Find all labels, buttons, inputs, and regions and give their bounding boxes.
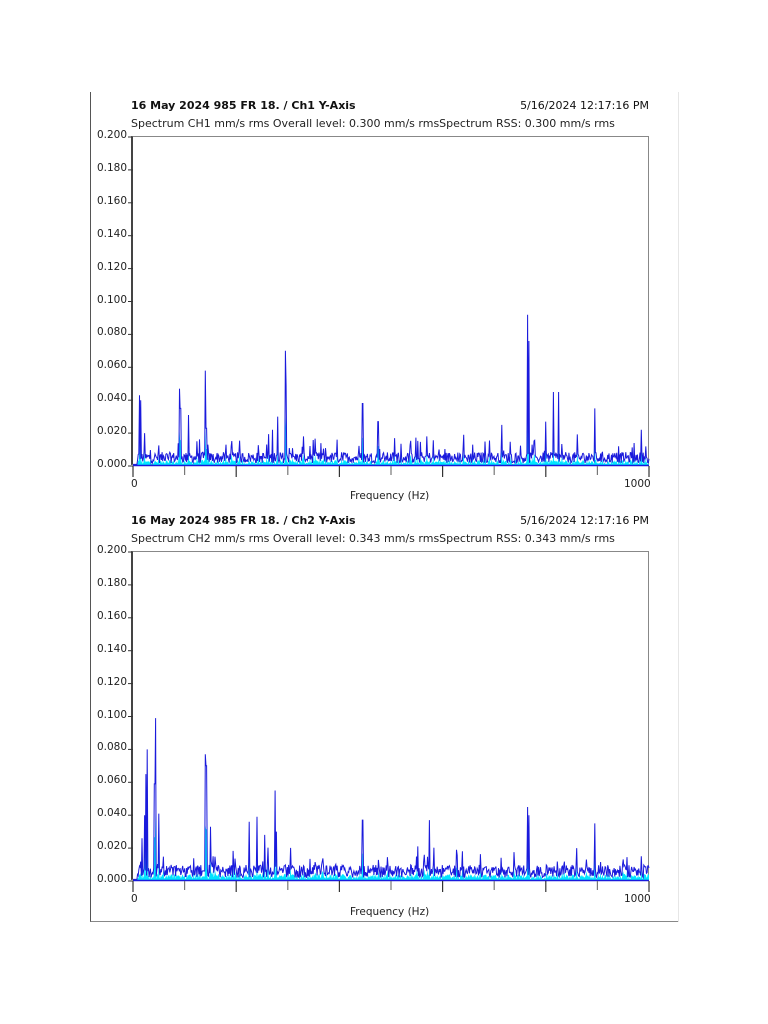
y-tick-label: 0.080 [96, 326, 127, 339]
spectrum-plot [128, 551, 650, 892]
y-tick-label: 0.200 [96, 544, 127, 556]
chart-title: 16 May 2024 985 FR 18. / Ch2 Y-Axis [131, 514, 356, 527]
x-axis-title: Frequency (Hz) [350, 490, 430, 502]
chart-subtitle: Spectrum CH1 mm/s rms Overall level: 0.3… [131, 117, 615, 130]
y-tick-label: 0.140 [96, 642, 127, 655]
y-tick-label: 0.160 [96, 194, 127, 207]
x-tick-start: 0 [131, 478, 138, 490]
x-tick-end: 1000 [624, 478, 651, 490]
x-tick-end: 1000 [624, 893, 651, 905]
y-tick-label: 0.020 [96, 425, 127, 438]
y-tick-label: 0.040 [96, 807, 127, 820]
spectrum-line [133, 718, 650, 880]
y-tick-label: 0.000 [96, 873, 127, 885]
plot-area [128, 136, 650, 477]
y-tick-label: 0.180 [96, 576, 127, 589]
y-tick-label: 0.120 [96, 260, 127, 273]
chart-timestamp: 5/16/2024 12:17:16 PM [520, 514, 649, 527]
x-axis-title: Frequency (Hz) [350, 906, 430, 918]
chart-title: 16 May 2024 985 FR 18. / Ch1 Y-Axis [131, 99, 356, 112]
y-tick-label: 0.020 [96, 840, 127, 853]
y-tick-label: 0.100 [96, 293, 127, 306]
y-tick-label: 0.060 [96, 774, 127, 787]
plot-area [128, 551, 650, 892]
chart-subtitle: Spectrum CH2 mm/s rms Overall level: 0.3… [131, 532, 615, 545]
spectrum-plot [128, 136, 650, 477]
y-tick-label: 0.100 [96, 708, 127, 721]
y-tick-label: 0.080 [96, 741, 127, 754]
x-tick-start: 0 [131, 893, 138, 905]
y-tick-label: 0.000 [96, 458, 127, 470]
chart-timestamp: 5/16/2024 12:17:16 PM [520, 99, 649, 112]
y-tick-label: 0.120 [96, 675, 127, 688]
y-tick-label: 0.180 [96, 161, 127, 174]
y-tick-label: 0.160 [96, 609, 127, 622]
frame-right-edge [678, 92, 679, 922]
report-frame [90, 92, 679, 922]
y-tick-label: 0.060 [96, 359, 127, 372]
y-tick-label: 0.040 [96, 392, 127, 405]
spectrum-line [133, 314, 650, 465]
y-tick-label: 0.200 [96, 129, 127, 141]
y-tick-label: 0.140 [96, 227, 127, 240]
